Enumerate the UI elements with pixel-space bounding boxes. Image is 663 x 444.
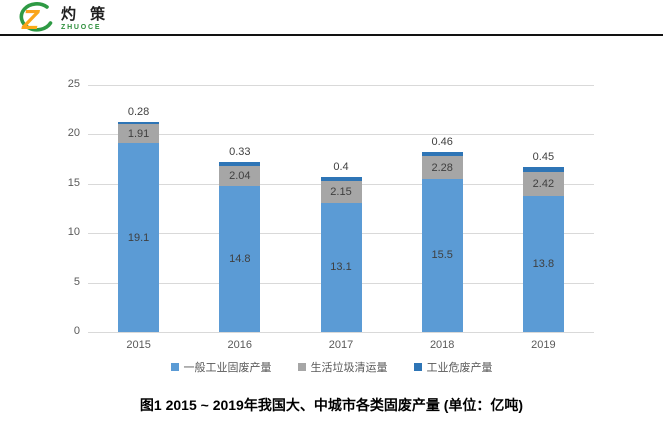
y-axis-tick-label: 20 <box>67 127 80 140</box>
legend-label: 一般工业固废产量 <box>183 362 272 374</box>
x-axis-tick-label: 2017 <box>328 339 354 351</box>
legend-item: 工业危废产量 <box>413 359 493 375</box>
legend-item: 一般工业固废产量 <box>170 359 272 375</box>
x-axis-tick-label: 2019 <box>531 339 556 351</box>
bar-segment: 2.42 <box>522 171 564 196</box>
bar-segment: 15.5 <box>421 178 463 332</box>
bar-top-value-label: 0.4 <box>333 161 349 174</box>
legend-label: 生活垃圾清运量 <box>310 362 388 374</box>
gridline <box>88 134 594 136</box>
y-axis-tick-label: 10 <box>67 226 80 239</box>
bar-segment: 1.91 <box>118 124 160 144</box>
legend-label: 工业危废产量 <box>426 362 493 374</box>
bar-top-value-label: 0.45 <box>532 151 555 164</box>
bar-segment: 13.1 <box>320 202 362 332</box>
logo-name-en: ZHUOCE <box>61 23 102 31</box>
svg-text:Z: Z <box>21 4 40 35</box>
y-axis-tick-label: 5 <box>73 275 80 288</box>
logo-name-cn: 灼 策 <box>61 5 111 23</box>
bar-top-value-label: 0.46 <box>431 135 453 148</box>
legend-swatch-icon <box>297 363 306 371</box>
bar-segment: 2.04 <box>219 165 261 186</box>
bar-top-value-label: 0.28 <box>127 105 150 118</box>
gridline <box>88 85 594 86</box>
header-divider <box>0 34 663 36</box>
bar-segment: 2.28 <box>421 156 463 179</box>
bar-segment: 14.8 <box>219 185 261 332</box>
x-axis-tick-label: 2015 <box>126 339 151 351</box>
gridline <box>88 332 594 333</box>
logo-text: 灼 策 ZHUOCE <box>61 7 110 31</box>
x-axis-tick-label: 2016 <box>227 339 253 351</box>
bar-segment: 2.15 <box>320 181 362 203</box>
y-axis-tick-label: 0 <box>73 325 80 337</box>
bar-top-value-label: 0.33 <box>229 146 251 159</box>
bar-segment <box>320 177 362 182</box>
bar-segment <box>219 162 261 166</box>
bar-segment <box>421 151 463 157</box>
legend-swatch-icon <box>413 363 422 371</box>
x-axis-tick-label: 2018 <box>429 339 455 351</box>
chart-legend: 一般工业固废产量 生活垃圾清运量 工业危废产量 <box>0 359 663 375</box>
bar-segment: 19.1 <box>118 143 160 332</box>
zhuoce-logo-icon: Z <box>19 2 53 35</box>
bar-segment <box>522 167 564 172</box>
y-axis-tick-label: 15 <box>67 176 80 189</box>
legend-item: 生活垃圾清运量 <box>297 359 388 375</box>
logo: Z 灼 策 ZHUOCE <box>14 2 110 36</box>
bar-segment: 13.8 <box>522 195 564 332</box>
y-axis-tick-label: 25 <box>67 78 80 90</box>
legend-swatch-icon <box>170 363 179 371</box>
bar-segment <box>118 121 160 125</box>
figure-caption: 图1 2015 ~ 2019年我国大、中城市各类固废产量 (单位：亿吨) <box>139 397 524 413</box>
